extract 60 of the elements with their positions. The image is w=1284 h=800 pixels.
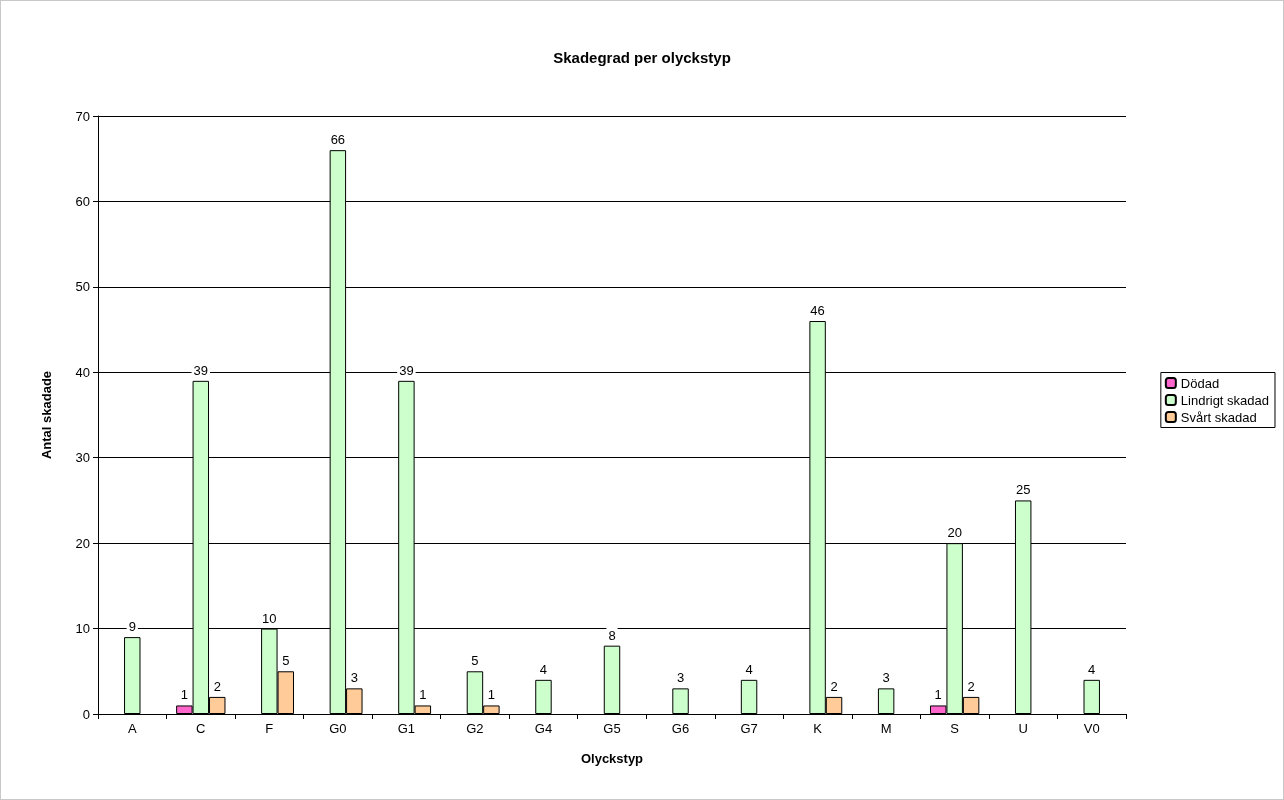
x-tick-label: F (265, 721, 274, 736)
y-tick-label: 10 (75, 621, 90, 637)
data-label: 8 (608, 627, 616, 643)
legend-label: Lindrigt skadad (1180, 392, 1269, 408)
data-label: 5 (282, 653, 290, 669)
data-label: 5 (471, 653, 479, 669)
bar (535, 679, 552, 714)
data-label: 4 (539, 661, 548, 677)
y-tick-label: 20 (75, 535, 90, 551)
x-tick-label: G0 (329, 721, 347, 736)
x-tick-label: M (880, 721, 892, 736)
data-label: 3 (350, 670, 358, 686)
bar (877, 688, 895, 714)
data-label: 10 (262, 610, 277, 626)
x-tick-label: G1 (397, 721, 416, 736)
x-tick-label: K (813, 721, 823, 736)
data-label: 46 (810, 303, 825, 319)
chart-title: Skadegrad per olyckstyp (553, 49, 731, 66)
x-tick-label: A (127, 721, 137, 736)
y-tick-label: 60 (75, 193, 90, 209)
data-label: 1 (419, 687, 427, 703)
x-tick-label: C (196, 721, 206, 736)
data-label: 20 (947, 525, 962, 541)
legend-label: Svårt skadad (1180, 409, 1257, 425)
x-tick-label: G7 (740, 721, 758, 736)
legend-label: Dödad (1180, 375, 1220, 391)
x-tick-label: G2 (466, 721, 484, 736)
bar (603, 645, 621, 714)
x-tick-label: U (1018, 721, 1028, 736)
data-label: 3 (676, 670, 685, 686)
data-label: 66 (330, 132, 346, 148)
bar (124, 637, 141, 714)
y-tick-label: 0 (82, 706, 90, 722)
x-tick-label: G4 (534, 721, 553, 736)
x-tick-label: G5 (603, 721, 621, 736)
data-label: 1 (487, 687, 495, 703)
bar (1083, 679, 1100, 714)
y-tick-label: 50 (75, 279, 90, 295)
x-tick-label: V0 (1083, 721, 1100, 736)
data-label: 39 (193, 362, 209, 378)
data-label: 3 (882, 670, 890, 686)
y-axis-title: Antal skadade (39, 370, 54, 460)
bar (740, 679, 758, 714)
x-axis-title: Olyckstyp (580, 751, 644, 766)
data-label: 25 (1015, 482, 1031, 498)
data-label: 4 (745, 661, 753, 677)
data-label: 1 (180, 687, 188, 703)
data-label: 39 (399, 362, 414, 378)
bar (672, 688, 689, 714)
data-label: 1 (934, 687, 942, 703)
y-tick-label: 40 (75, 364, 90, 380)
data-label: 9 (128, 619, 136, 635)
data-label: 2 (967, 678, 975, 694)
y-tick-label: 70 (75, 108, 90, 124)
data-label: 2 (213, 678, 221, 694)
y-tick-label: 30 (75, 450, 90, 466)
data-label: 4 (1088, 661, 1096, 677)
x-tick-label: G6 (671, 721, 690, 736)
x-tick-label: S (950, 721, 960, 736)
data-label: 2 (830, 678, 838, 694)
